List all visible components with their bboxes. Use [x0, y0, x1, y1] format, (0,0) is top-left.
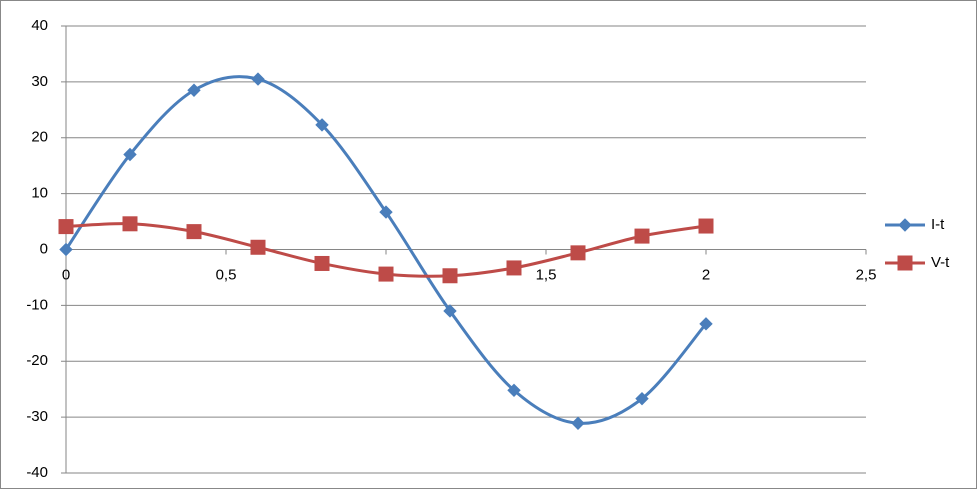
data-point [315, 118, 329, 132]
data-point [570, 245, 586, 261]
legend-marker [898, 218, 912, 232]
y-tick-label: 40 [31, 17, 48, 34]
data-point [507, 383, 521, 398]
y-tick-label: 10 [31, 185, 48, 202]
data-point [699, 317, 713, 331]
data-point [635, 391, 649, 406]
y-tick-label: 20 [31, 129, 48, 146]
y-tick-label: -30 [26, 408, 48, 425]
data-point [59, 242, 73, 257]
x-tick-label: 1,5 [536, 266, 557, 283]
data-point [314, 255, 330, 271]
x-tick-label: 2,5 [856, 266, 877, 283]
y-tick-label: 30 [31, 73, 48, 90]
y-tick-label: -10 [26, 296, 48, 313]
data-point [251, 72, 265, 86]
data-point [250, 239, 266, 255]
y-tick-label: 0 [40, 240, 48, 257]
data-point [186, 224, 202, 240]
data-point [187, 83, 201, 97]
data-point [571, 416, 585, 430]
data-point [634, 228, 650, 244]
data-point [698, 218, 714, 234]
data-point [506, 260, 522, 276]
x-tick-label: 0 [62, 266, 70, 283]
data-point [443, 304, 457, 318]
data-point [122, 216, 138, 232]
x-tick-label: 2 [702, 266, 710, 283]
data-point [123, 147, 137, 162]
y-tick-label: -40 [26, 464, 48, 481]
legend-marker [897, 255, 913, 271]
legend-label: I-t [931, 216, 945, 233]
data-point [58, 219, 74, 235]
data-point [379, 205, 393, 219]
data-point [378, 266, 394, 282]
x-tick-label: 0,5 [216, 266, 237, 283]
data-point [442, 268, 458, 284]
y-tick-label: -20 [26, 352, 48, 369]
legend-label: V-t [931, 254, 950, 271]
